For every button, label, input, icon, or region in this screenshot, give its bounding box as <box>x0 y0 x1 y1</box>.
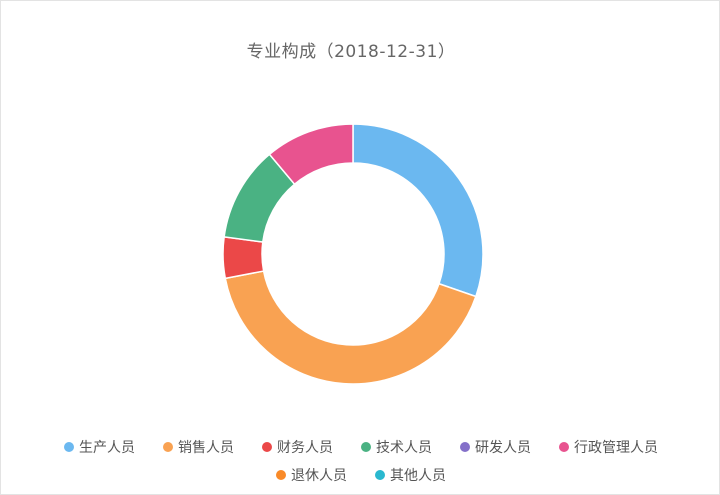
legend-marker <box>361 442 371 452</box>
legend-item-3[interactable]: 财务人员 <box>262 437 333 457</box>
donut-slice-3[interactable] <box>222 236 265 280</box>
legend-marker <box>375 470 385 480</box>
legend-label: 技术人员 <box>376 440 432 456</box>
legend-item-2[interactable]: 销售人员 <box>163 437 234 457</box>
legend-label: 销售人员 <box>178 440 234 456</box>
legend-marker <box>276 470 286 480</box>
donut-chart <box>222 123 484 385</box>
legend-label: 研发人员 <box>475 440 531 456</box>
legend-marker <box>163 442 173 452</box>
donut-slice-1[interactable] <box>352 123 484 298</box>
legend-label: 退休人员 <box>291 468 347 484</box>
legend-label: 生产人员 <box>79 440 135 456</box>
legend-item-7[interactable]: 退休人员 <box>276 465 347 485</box>
legend-marker <box>262 442 272 452</box>
legend: 生产人员 销售人员 财务人员 技术人员 研发人员 行政管理人员退休人员 其他人员 <box>21 437 701 485</box>
chart-title: 专业构成（2018-12-31） <box>246 42 456 62</box>
legend-item-8[interactable]: 其他人员 <box>375 465 446 485</box>
legend-marker <box>460 442 470 452</box>
legend-marker <box>64 442 74 452</box>
legend-item-1[interactable]: 生产人员 <box>64 437 135 457</box>
donut-slice-6[interactable] <box>268 123 354 186</box>
legend-item-5[interactable]: 研发人员 <box>460 437 531 457</box>
legend-marker <box>559 442 569 452</box>
donut-slice-2[interactable] <box>224 270 477 385</box>
legend-item-6[interactable]: 行政管理人员 <box>559 437 658 457</box>
legend-label: 财务人员 <box>277 440 333 456</box>
legend-label: 其他人员 <box>390 468 446 484</box>
legend-item-4[interactable]: 技术人员 <box>361 437 432 457</box>
legend-label: 行政管理人员 <box>574 440 658 456</box>
